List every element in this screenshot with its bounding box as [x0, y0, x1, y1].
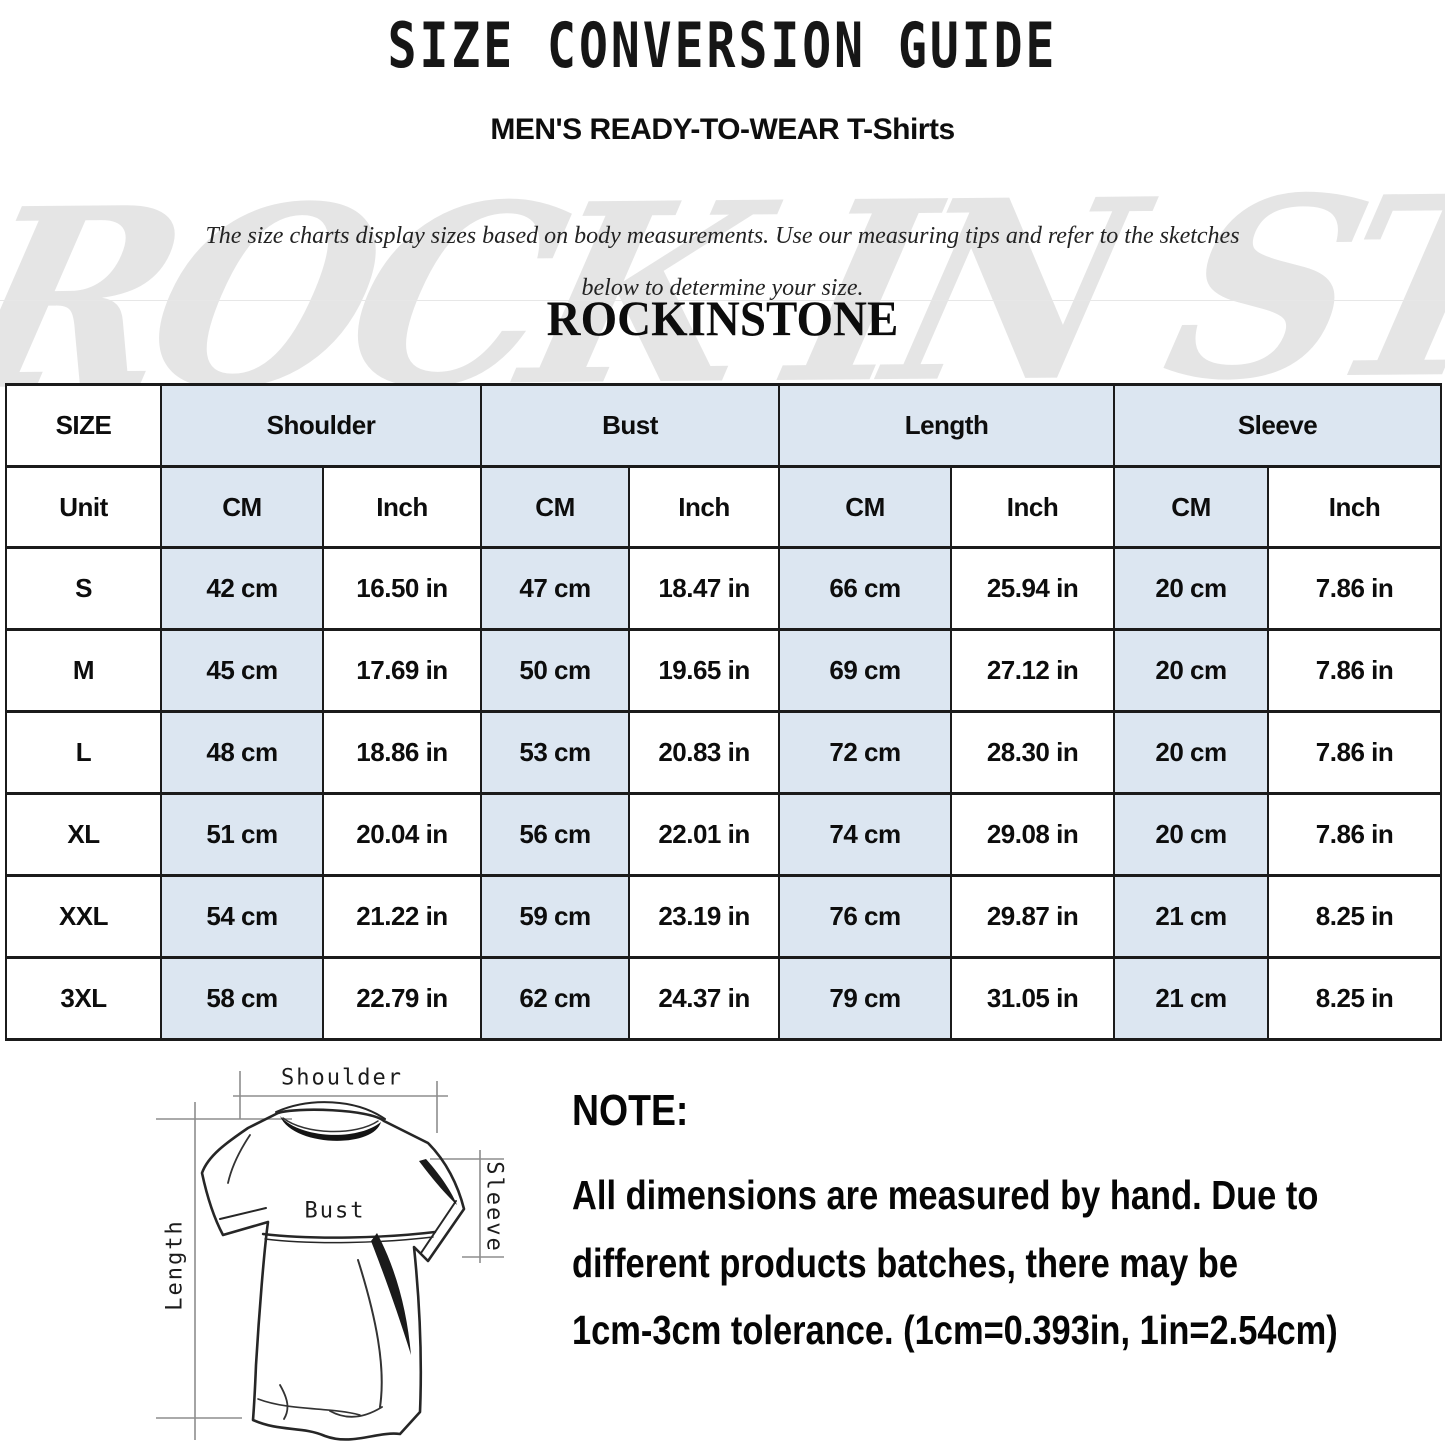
- measure-cell: 20 cm: [1113, 792, 1270, 877]
- size-label-cell: L: [5, 710, 162, 795]
- measure-cell: 20 cm: [1113, 710, 1270, 795]
- page-subtitle: MEN'S READY-TO-WEAR T-Shirts: [490, 113, 955, 146]
- measure-cell: 19.65 in: [628, 628, 781, 713]
- measure-cell: 29.08 in: [950, 792, 1116, 877]
- measure-cell: 23.19 in: [628, 874, 781, 959]
- size-label-cell: XL: [5, 792, 162, 877]
- measure-cell: 7.86 in: [1267, 628, 1443, 713]
- measure-cell: 50 cm: [480, 628, 631, 713]
- note-line: 1cm-3cm tolerance. (1cm=0.393in, 1in=2.5…: [572, 1307, 1338, 1353]
- measure-cell: 7.86 in: [1267, 710, 1443, 795]
- measure-cell: 7.86 in: [1267, 546, 1443, 631]
- measure-cell: 20 cm: [1113, 628, 1270, 713]
- brand-name: ROCKINSTONE: [546, 292, 899, 347]
- diagram-shoulder-label: Shoulder: [281, 1065, 403, 1091]
- unit-cell: CM: [160, 465, 324, 549]
- measure-cell: 20.83 in: [628, 710, 781, 795]
- note-line: All dimensions are measured by hand. Due…: [572, 1172, 1319, 1218]
- description-text: The size charts display sizes based on b…: [205, 223, 1240, 301]
- measure-cell: 22.79 in: [321, 956, 483, 1041]
- table-row: S 42 cm 16.50 in 47 cm 18.47 in 66 cm 25…: [5, 546, 1443, 631]
- measure-cell: 16.50 in: [321, 546, 483, 631]
- measure-cell: 66 cm: [778, 546, 953, 631]
- unit-cell: Inch: [1267, 465, 1443, 549]
- measure-cell: 62 cm: [480, 956, 631, 1041]
- diagram-bust-label: Bust: [304, 1198, 366, 1224]
- measure-cell: 8.25 in: [1267, 874, 1443, 959]
- size-label-cell: XXL: [5, 874, 162, 959]
- measure-cell: 72 cm: [778, 710, 953, 795]
- table-row: XL 51 cm 20.04 in 56 cm 22.01 in 74 cm 2…: [5, 792, 1443, 877]
- table-row: M 45 cm 17.69 in 50 cm 19.65 in 69 cm 27…: [5, 628, 1443, 713]
- size-conversion-table: SIZE Shoulder Bust Length Sleeve Unit CM…: [5, 383, 1443, 1041]
- diagram-length-label: Length: [162, 1219, 188, 1311]
- measure-cell: 20 cm: [1113, 546, 1270, 631]
- tshirt-measurement-diagram: Shoulder Bust Length Sleeve: [130, 1055, 570, 1445]
- measure-cell: 58 cm: [160, 956, 324, 1041]
- group-header-shoulder: Shoulder: [159, 383, 483, 468]
- unit-label-cell: Unit: [5, 465, 162, 549]
- measure-cell: 21 cm: [1113, 874, 1270, 959]
- divider-line: [0, 300, 1445, 301]
- unit-cell: Inch: [950, 465, 1116, 549]
- measure-cell: 53 cm: [480, 710, 631, 795]
- corner-header-cell: SIZE: [5, 383, 162, 468]
- measure-cell: 31.05 in: [950, 956, 1116, 1041]
- measure-cell: 18.86 in: [321, 710, 483, 795]
- unit-cell: CM: [778, 465, 953, 549]
- measure-cell: 25.94 in: [950, 546, 1116, 631]
- measure-cell: 27.12 in: [950, 628, 1116, 713]
- page-title: SIZE CONVERSION GUIDE: [387, 10, 1058, 83]
- measure-cell: 28.30 in: [950, 710, 1116, 795]
- note-line: different products batches, there may be: [572, 1239, 1239, 1286]
- size-label-cell: M: [5, 628, 162, 713]
- measure-cell: 21.22 in: [321, 874, 483, 959]
- measure-cell: 47 cm: [480, 546, 631, 631]
- unit-cell: Inch: [628, 465, 781, 549]
- size-label-cell: S: [5, 546, 162, 631]
- measure-cell: 7.86 in: [1267, 792, 1443, 877]
- group-header-length: Length: [778, 383, 1116, 468]
- measure-cell: 76 cm: [778, 874, 953, 959]
- note-heading: NOTE:: [572, 1086, 689, 1135]
- measure-cell: 42 cm: [160, 546, 324, 631]
- group-header-bust: Bust: [480, 383, 781, 468]
- diagram-sleeve-label: Sleeve: [481, 1161, 507, 1253]
- measure-cell: 59 cm: [480, 874, 631, 959]
- measure-cell: 18.47 in: [628, 546, 781, 631]
- measure-cell: 21 cm: [1113, 956, 1270, 1041]
- unit-cell: CM: [1113, 465, 1270, 549]
- table-row: 3XL 58 cm 22.79 in 62 cm 24.37 in 79 cm …: [5, 956, 1443, 1041]
- measure-cell: 29.87 in: [950, 874, 1116, 959]
- tshirt-sketch: [156, 1071, 504, 1441]
- measure-cell: 17.69 in: [321, 628, 483, 713]
- measure-cell: 79 cm: [778, 956, 953, 1041]
- size-label-cell: 3XL: [5, 956, 162, 1041]
- table-group-header-row: SIZE Shoulder Bust Length Sleeve: [5, 383, 1443, 468]
- table-unit-row: Unit CM Inch CM Inch CM Inch CM Inch: [5, 465, 1443, 549]
- measure-cell: 20.04 in: [321, 792, 483, 877]
- measure-cell: 56 cm: [480, 792, 631, 877]
- table-row: XXL 54 cm 21.22 in 59 cm 23.19 in 76 cm …: [5, 874, 1443, 959]
- measure-cell: 54 cm: [160, 874, 324, 959]
- measure-cell: 24.37 in: [628, 956, 781, 1041]
- unit-cell: Inch: [321, 465, 483, 549]
- table-row: L 48 cm 18.86 in 53 cm 20.83 in 72 cm 28…: [5, 710, 1443, 795]
- measure-cell: 69 cm: [778, 628, 953, 713]
- measure-cell: 8.25 in: [1267, 956, 1443, 1041]
- note-block: NOTE: All dimensions are measured by han…: [572, 1086, 1412, 1365]
- measure-cell: 22.01 in: [628, 792, 781, 877]
- measure-cell: 51 cm: [160, 792, 324, 877]
- measure-cell: 45 cm: [160, 628, 324, 713]
- group-header-sleeve: Sleeve: [1113, 383, 1443, 468]
- measure-cell: 48 cm: [160, 710, 324, 795]
- measure-cell: 74 cm: [778, 792, 953, 877]
- unit-cell: CM: [480, 465, 631, 549]
